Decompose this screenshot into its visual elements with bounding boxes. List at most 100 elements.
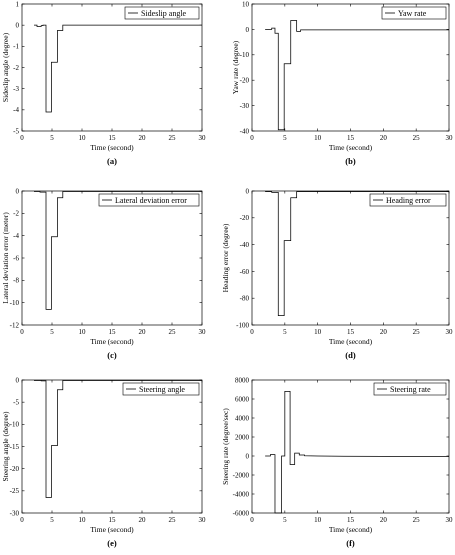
legend: Steering angle [122, 382, 200, 396]
y-tick-label: -10 [10, 421, 20, 429]
x-tick-label: 0 [250, 516, 254, 524]
y-tick-label: -30 [10, 509, 20, 517]
x-tick-label: 5 [283, 328, 287, 336]
x-tick-label: 10 [79, 516, 87, 524]
x-tick-label: 30 [199, 328, 207, 336]
x-tick-label: 10 [314, 328, 322, 336]
x-tick-label: 25 [413, 328, 421, 336]
legend-label: Heading error [386, 196, 431, 205]
x-tick-label: 5 [50, 328, 54, 336]
x-tick-label: 15 [109, 516, 117, 524]
legend-box [122, 382, 200, 396]
x-tick-label: 0 [20, 328, 24, 336]
y-tick-label: -40 [240, 127, 250, 135]
x-tick-label: 15 [347, 134, 355, 142]
x-tick-label: 30 [199, 134, 207, 142]
x-tick-label: 5 [283, 516, 287, 524]
y-axis-label: Yaw rate (degree) [231, 40, 240, 94]
panel-e: 0 5 10 15 20 25 30 -30 -25 -20 -15 -10 -5 0 Time (seco… [1, 376, 206, 548]
y-tick-label: 0 [246, 26, 250, 34]
y-tick-label: 6000 [235, 395, 250, 403]
y-tick-label: -20 [240, 214, 250, 222]
legend: Heading error [369, 193, 447, 207]
legend-label: Yaw rate [398, 9, 427, 18]
series-line [265, 191, 449, 316]
y-axis-label: Steering rate (degree/sec) [221, 408, 230, 485]
y-tick-label: 0 [16, 22, 20, 30]
y-tick-label: 0 [246, 187, 250, 195]
series-line [34, 24, 202, 113]
x-tick-label: 30 [446, 516, 454, 524]
x-tick-label: 15 [109, 328, 117, 336]
x-tick-label: 0 [20, 134, 24, 142]
legend-box [381, 6, 447, 20]
y-tick-label: -3 [13, 85, 19, 93]
x-tick-label: 15 [347, 328, 355, 336]
y-tick-label: -80 [240, 295, 250, 303]
x-axis-label: Time (second) [90, 337, 134, 346]
x-tick-label: 25 [413, 134, 421, 142]
x-tick-label: 20 [139, 328, 147, 336]
x-tick-label: 15 [347, 516, 355, 524]
x-tick-label: 10 [314, 516, 322, 524]
y-tick-label: -25 [10, 487, 20, 495]
panel-d: 0 5 10 15 20 25 30 -100 -80 -60 -40 -20 0 Time (secon… [221, 187, 453, 360]
y-tick-label: -2 [13, 210, 19, 218]
y-tick-label: 2000 [235, 433, 250, 441]
legend-box [373, 382, 447, 396]
x-tick-label: 10 [79, 328, 87, 336]
plot-frame [251, 190, 450, 326]
x-tick-label: 5 [50, 134, 54, 142]
y-tick-label: -10 [240, 51, 250, 59]
y-tick-label: 1 [16, 0, 20, 8]
y-tick-label: 4000 [235, 414, 250, 422]
x-tick-label: 5 [283, 134, 287, 142]
legend-box [124, 6, 200, 20]
x-axis-label: Time (second) [329, 337, 373, 346]
x-tick-label: 30 [446, 134, 454, 142]
plot-frame [251, 3, 450, 132]
y-tick-label: -4000 [233, 490, 250, 498]
legend: Sideslip angle [124, 6, 200, 20]
panel-caption: (f) [346, 538, 355, 548]
y-tick-label: -6000 [233, 509, 250, 517]
plot-frame [21, 379, 203, 514]
panel-caption: (e) [107, 538, 117, 548]
y-axis-label: Lateral deviation error (meter) [1, 212, 10, 304]
y-tick-label: -4 [13, 106, 19, 114]
y-axis-label: Steering angle (degree) [1, 411, 10, 481]
y-tick-label: -10 [10, 299, 20, 307]
panel-c: 0 5 10 15 20 25 30 -12 -10 -8 -6 -4 -2 0 Time (second)… [1, 187, 206, 360]
y-tick-label: -30 [240, 102, 250, 110]
x-tick-label: 20 [380, 328, 388, 336]
x-tick-label: 20 [139, 516, 147, 524]
series-line [34, 191, 202, 310]
x-tick-label: 5 [50, 516, 54, 524]
legend: Lateral deviation error [98, 193, 200, 207]
y-tick-label: -1 [13, 43, 19, 51]
x-tick-label: 0 [250, 328, 254, 336]
x-tick-label: 15 [109, 134, 117, 142]
y-tick-label: -2000 [233, 471, 250, 479]
x-tick-label: 0 [250, 134, 254, 142]
panel-a: 0 5 10 15 20 25 30 -5 -4 -3 -2 -1 0 1 Time (second) Sid… [1, 0, 206, 166]
x-tick-label: 20 [139, 134, 147, 142]
legend: Steering rate [373, 382, 447, 396]
x-tick-label: 10 [314, 134, 322, 142]
legend-label: Steering rate [390, 385, 431, 394]
x-tick-label: 0 [20, 516, 24, 524]
panel-caption: (c) [107, 350, 117, 360]
y-tick-label: -60 [240, 268, 250, 276]
y-tick-label: 0 [16, 376, 20, 384]
x-axis-label: Time (second) [329, 525, 373, 534]
legend-label: Lateral deviation error [115, 196, 187, 205]
x-axis-label: Time (second) [90, 525, 134, 534]
y-tick-label: -20 [240, 77, 250, 85]
y-axis-label: Heading error (degree) [221, 223, 230, 292]
x-tick-label: 20 [380, 516, 388, 524]
panel-caption: (a) [107, 156, 117, 166]
legend-label: Steering angle [139, 385, 185, 394]
legend-box [98, 193, 200, 207]
